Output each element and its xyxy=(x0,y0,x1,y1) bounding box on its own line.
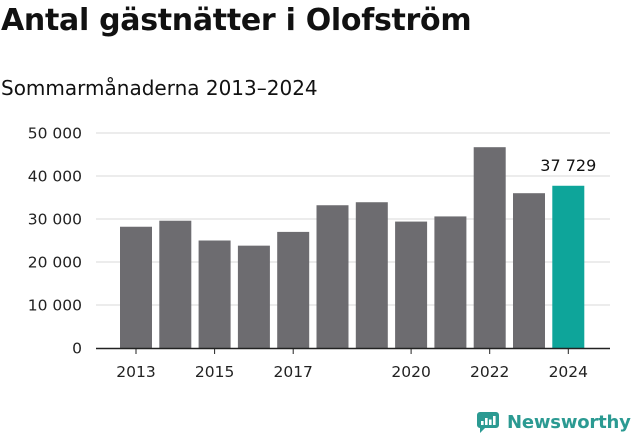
bar xyxy=(355,202,388,348)
bar xyxy=(237,245,270,348)
bar xyxy=(395,221,428,348)
y-tick-label: 50 000 xyxy=(28,125,82,143)
bar-chart: 0 10 000 20 000 30 000 40 000 50 000 37 729 201… xyxy=(28,125,610,381)
chart-title: Antal gästnätter i Olofström xyxy=(1,3,472,38)
newsworthy-brand: Newsworthy xyxy=(476,408,631,436)
y-tick-label: 20 000 xyxy=(28,254,82,272)
bar xyxy=(277,231,310,348)
bar xyxy=(120,226,152,348)
bar xyxy=(473,147,506,348)
y-tick-label: 40 000 xyxy=(28,168,82,186)
bar xyxy=(513,193,545,348)
y-tick-label: 0 xyxy=(72,340,82,358)
x-tick-label: 2017 xyxy=(273,363,312,381)
bar-highlight xyxy=(552,185,585,348)
chart-subtitle: Sommarmånaderna 2013–2024 xyxy=(1,76,318,100)
bar xyxy=(198,240,231,348)
bar xyxy=(434,216,467,348)
data-label: 37 729 xyxy=(540,156,596,175)
x-tick-label: 2020 xyxy=(391,363,430,381)
y-tick-label: 10 000 xyxy=(28,297,82,315)
bar xyxy=(316,205,349,348)
bar xyxy=(159,220,192,348)
x-tick-label: 2015 xyxy=(195,363,234,381)
newsworthy-logo-icon xyxy=(477,412,499,433)
x-tick-label: 2024 xyxy=(549,363,588,381)
brand-name: Newsworthy xyxy=(507,411,631,433)
y-tick-label: 30 000 xyxy=(28,211,82,229)
x-tick-label: 2013 xyxy=(116,363,155,381)
x-tick-label: 2022 xyxy=(470,363,509,381)
